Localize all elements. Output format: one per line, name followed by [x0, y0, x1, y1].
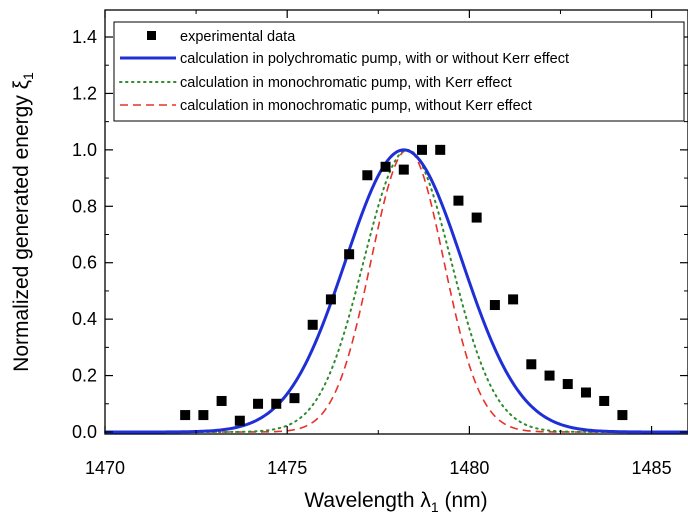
curve-mono-kerr [104, 148, 688, 433]
y-tick-label: 0.2 [72, 366, 97, 386]
x-tick-label: 1485 [632, 458, 672, 478]
data-point [271, 398, 282, 409]
legend-box [113, 21, 685, 122]
data-point [526, 359, 537, 370]
data-point [453, 195, 464, 206]
data-point [380, 161, 391, 172]
data-point [562, 379, 573, 390]
y-tick-label: 1.0 [72, 140, 97, 160]
curve-mono-nokerr [105, 149, 688, 433]
data-point [544, 370, 555, 381]
y-axis-title: Normalized generated energy ξ1 [10, 72, 36, 372]
markers-layer [180, 144, 628, 426]
y-tick-label: 0.0 [72, 422, 97, 442]
y-tick-label: 1.2 [72, 83, 97, 103]
data-point [398, 164, 409, 175]
data-point [289, 393, 300, 404]
ticks-layer: 1470 1475 1480 1485 0.0 0.2 0.4 0.6 0.8 1.0 1.2 1.4 [72, 10, 688, 478]
data-point [617, 410, 628, 421]
data-point [599, 395, 610, 406]
data-point [234, 415, 245, 426]
data-point [489, 300, 500, 311]
curve-polychromatic [105, 148, 688, 434]
x-tick-label: 1470 [85, 458, 125, 478]
data-point [471, 212, 482, 223]
data-point [362, 170, 373, 181]
data-point [307, 319, 318, 330]
data-point [253, 398, 264, 409]
y-tick-label: 0.4 [72, 309, 97, 329]
plot-frame [104, 9, 688, 435]
y-tick-label: 0.8 [72, 196, 97, 216]
x-tick-label: 1480 [449, 458, 489, 478]
legend-label-mono-nokerr: calculation in monochromatic pump, witho… [180, 98, 532, 114]
data-point [344, 249, 355, 260]
legend-label-polychromatic: calculation in polychromatic pump, with … [180, 51, 569, 67]
data-point [580, 387, 591, 398]
x-tick-label: 1475 [267, 458, 307, 478]
data-point [417, 144, 428, 155]
data-point [180, 410, 191, 421]
data-point [325, 294, 336, 305]
data-point [198, 410, 209, 421]
legend-marker-experimental [147, 31, 156, 40]
data-point [435, 144, 446, 155]
y-tick-label: 1.4 [72, 27, 97, 47]
y-tick-label: 0.6 [72, 253, 97, 273]
data-point [508, 294, 519, 305]
x-axis-title: Wavelength λ1 (nm) [304, 489, 487, 515]
legend-label-mono-kerr: calculation in monochromatic pump, with … [180, 75, 512, 91]
curves-layer [104, 148, 688, 434]
data-point [216, 395, 227, 406]
legend-label-experimental: experimental data [180, 29, 296, 45]
legend: experimental data calculation in polychr… [113, 21, 685, 122]
